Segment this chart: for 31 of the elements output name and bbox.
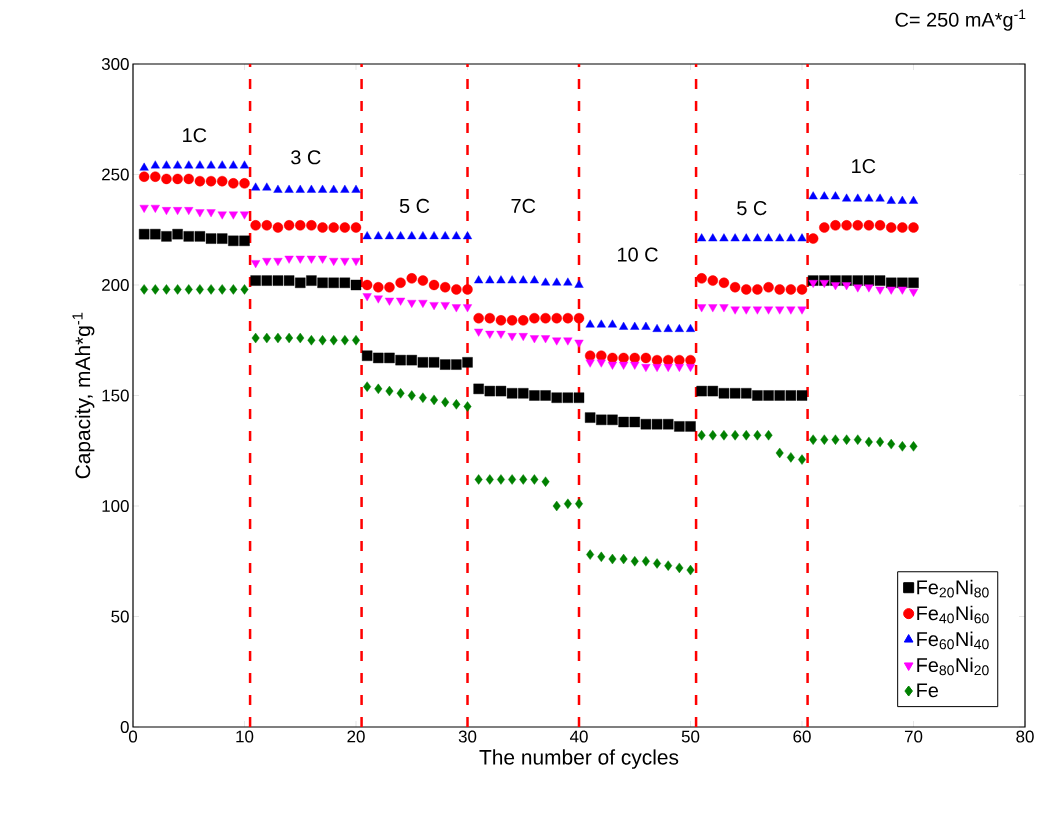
x-tick-label: 70 [904,730,923,743]
annotation: 3 C [291,150,321,165]
annotation: 1C [852,159,876,174]
y-axis-title: Capacity, mAh*g$^{-1}$ [72,312,95,479]
x-tick-label: 30 [458,730,477,743]
x-tick-label: 20 [347,730,365,743]
x-tick-label: 40 [569,730,588,743]
legend-label: Fe [917,683,939,698]
x-tick-label: 80 [1016,730,1034,743]
y-tick-label: 300 [101,58,129,70]
annotation: 1C [183,128,207,143]
annotation: 10 C [618,247,658,262]
legend-label: Fe$_{20}$Ni$_{80}$ [917,579,989,598]
y-tick-label: 0 [120,721,129,733]
annotation: 7C [511,198,536,213]
x-tick-label: 60 [793,730,811,743]
legend-label: Fe$_{80}$Ni$_{20}$ [917,657,989,676]
legend-label: Fe$_{60}$Ni$_{40}$ [917,631,989,650]
y-tick-label: 50 [111,610,129,623]
y-tick-label: 100 [102,500,129,512]
annotation: 5 C [737,201,767,216]
x-tick-label: 50 [681,730,700,743]
legend-label: Fe$_{40}$Ni$_{60}$ [917,605,989,624]
annotation: 5 C [399,198,430,213]
x-tick-label: 10 [236,730,254,743]
y-tick-label: 150 [102,389,129,402]
x-axis-title: The number of cycles [479,749,679,769]
y-tick-label: 250 [102,168,129,181]
text: C= 250 mA*g$^{-1}$ [895,9,1026,31]
x-tick-label: 0 [128,730,138,743]
y-tick-label: 200 [102,279,129,291]
